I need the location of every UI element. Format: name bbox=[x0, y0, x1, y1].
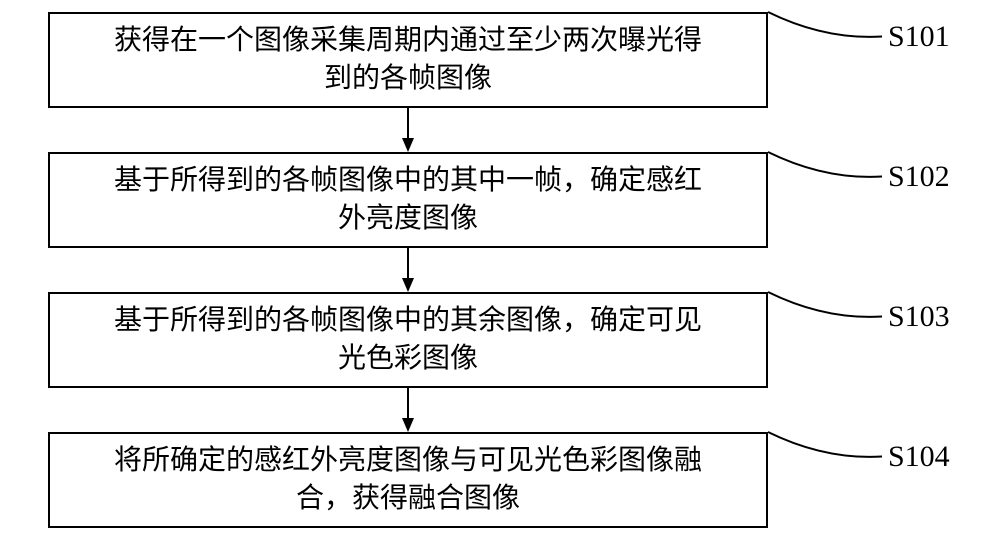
flowchart-step-s102: 基于所得到的各帧图像中的其中一帧，确定感红 外亮度图像 bbox=[48, 152, 768, 248]
step-text-line2: 到的各帧图像 bbox=[324, 63, 492, 94]
step-text-line1: 获得在一个图像采集周期内通过至少两次曝光得 bbox=[114, 25, 702, 56]
step-text-line1: 将所确定的感红外亮度图像与可见光色彩图像融 bbox=[114, 445, 702, 476]
flowchart-step-s101: 获得在一个图像采集周期内通过至少两次曝光得 到的各帧图像 bbox=[48, 12, 768, 108]
flowchart-step-s103: 基于所得到的各帧图像中的其余图像，确定可见 光色彩图像 bbox=[48, 292, 768, 388]
step-label-s104: S104 bbox=[888, 440, 950, 474]
step-label-s103: S103 bbox=[888, 300, 950, 334]
step-text-line2: 外亮度图像 bbox=[338, 203, 478, 234]
flowchart-step-s104: 将所确定的感红外亮度图像与可见光色彩图像融 合，获得融合图像 bbox=[48, 432, 768, 528]
step-label-s102: S102 bbox=[888, 160, 950, 194]
step-label-s101: S101 bbox=[888, 20, 950, 54]
flowchart-container: 获得在一个图像采集周期内通过至少两次曝光得 到的各帧图像 基于所得到的各帧图像中… bbox=[0, 0, 1000, 560]
step-text-line1: 基于所得到的各帧图像中的其中一帧，确定感红 bbox=[114, 165, 702, 196]
step-text-line1: 基于所得到的各帧图像中的其余图像，确定可见 bbox=[114, 305, 702, 336]
step-text-line2: 合，获得融合图像 bbox=[296, 483, 520, 514]
step-text-line2: 光色彩图像 bbox=[338, 343, 478, 374]
